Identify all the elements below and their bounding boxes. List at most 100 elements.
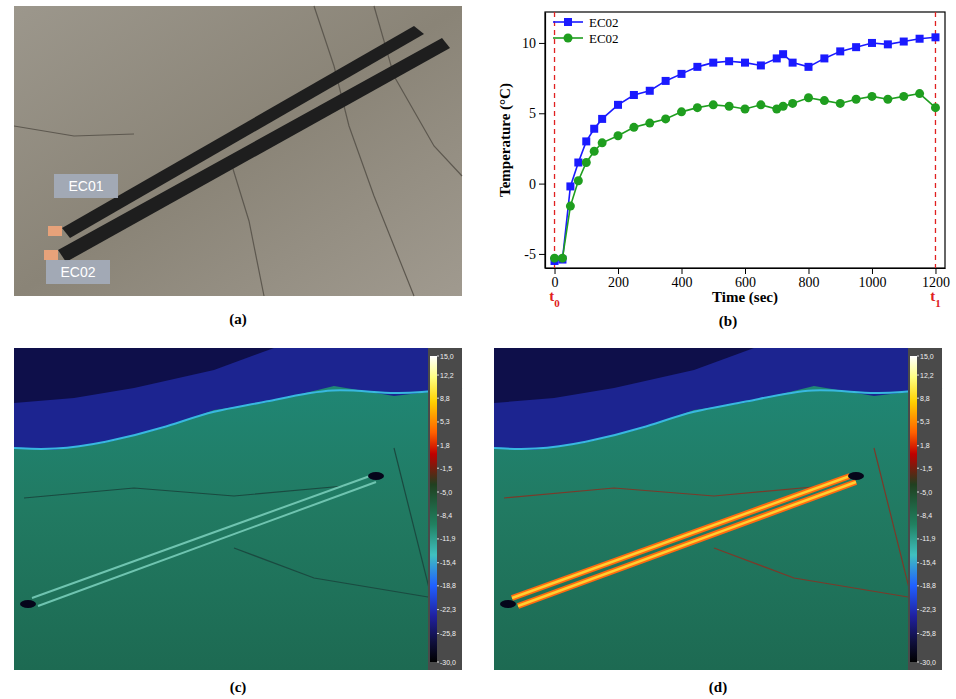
thermal-image: 15,012,28,85,31,8-1,5-5,0-8,4-11,9-15,4-… <box>494 348 942 670</box>
electrode <box>848 472 864 480</box>
time-label: t1 <box>930 288 941 309</box>
colorbar-label: -25,8 <box>440 630 456 637</box>
plot-area <box>550 12 940 268</box>
marker <box>867 92 876 101</box>
marker <box>836 47 844 55</box>
colorbar-label: 1,8 <box>920 442 930 449</box>
colorbar-label: 1,8 <box>440 442 450 449</box>
y-tick: 5 <box>529 106 545 121</box>
time-marker <box>554 12 555 268</box>
colorbar-label: 12,2 <box>920 372 934 379</box>
y-tick: 10 <box>522 36 545 51</box>
crack <box>24 486 344 498</box>
x-tick-label: 200 <box>608 275 629 290</box>
x-tick-label: 800 <box>798 275 819 290</box>
marker <box>629 123 638 132</box>
x-tick: 400 <box>672 268 693 290</box>
colorbar-tick <box>437 356 439 357</box>
marker <box>883 95 892 104</box>
marker <box>678 70 686 78</box>
y-tick-label: 0 <box>529 177 536 192</box>
y-tick-label: -5 <box>524 247 536 262</box>
colorbar-label: -8,4 <box>440 512 452 519</box>
y-tick-mark <box>539 184 545 185</box>
colorbar-tick <box>917 662 919 663</box>
label-box <box>54 174 118 198</box>
x-tick-label: 1000 <box>858 275 886 290</box>
colorbar-tick <box>917 562 919 563</box>
colorbar-panel <box>908 348 942 670</box>
photo: EC01EC02 <box>14 6 462 296</box>
marker <box>756 100 765 109</box>
panel-label: (c) <box>230 679 247 696</box>
cold-region-dark <box>494 348 754 403</box>
plot-frame <box>545 12 945 268</box>
crack <box>314 6 414 296</box>
y-tick-label: 10 <box>522 36 536 51</box>
thermal-ground <box>14 348 462 670</box>
marker <box>662 77 670 85</box>
crack <box>504 486 824 498</box>
cold-region-dark <box>14 348 274 403</box>
colorbar-tick <box>437 398 439 399</box>
colorbar-label: -15,4 <box>440 559 456 566</box>
y-tick: 0 <box>529 177 545 192</box>
colorbar-panel <box>428 348 462 670</box>
cold-region <box>494 348 942 450</box>
x-tick: 0 <box>552 268 559 290</box>
colorbar-label: 8,8 <box>920 395 930 402</box>
colorbar-label: -5,0 <box>920 489 932 496</box>
marker <box>582 158 591 167</box>
colorbar-tick <box>437 375 439 376</box>
x-tick-mark <box>745 268 746 274</box>
cold-edge <box>494 388 942 449</box>
marker <box>852 43 860 51</box>
electrode <box>368 472 384 480</box>
colorbar-label: -30,0 <box>440 659 456 666</box>
panel-label: (a) <box>229 311 247 328</box>
photo-label: EC01 <box>68 178 103 194</box>
colorbar-label: -18,8 <box>920 582 936 589</box>
label-box <box>46 260 110 284</box>
marker <box>709 100 718 109</box>
colorbar-label: -11,9 <box>440 535 456 542</box>
panel-label: (b) <box>719 313 737 330</box>
colorbar-label: -1,5 <box>440 465 452 472</box>
time-label-sub: 0 <box>554 297 560 309</box>
time-label-sub: 1 <box>935 297 941 309</box>
thermal-ground <box>494 348 942 670</box>
marker <box>868 39 876 47</box>
legend-label: EC02 <box>589 15 619 30</box>
colorbar-label: 12,2 <box>440 372 454 379</box>
y-axis-line <box>545 13 546 269</box>
colorbar-tick <box>917 445 919 446</box>
marker <box>630 91 638 99</box>
colorbar-label: -30,0 <box>920 659 936 666</box>
colorbar-tick <box>917 375 919 376</box>
marker <box>804 63 812 71</box>
colorbar-label: -22,3 <box>920 606 936 613</box>
marker <box>574 176 583 185</box>
colorbar-tick <box>917 633 919 634</box>
x-tick-mark <box>682 268 683 274</box>
strip-glow <box>518 482 856 606</box>
x-tick-mark <box>808 268 809 274</box>
x-tick: 200 <box>608 268 629 290</box>
colorbar-tick <box>437 515 439 516</box>
colorbar-label: 15,0 <box>440 353 454 360</box>
marker <box>566 202 575 211</box>
marker <box>598 115 606 123</box>
cold-region <box>14 348 462 450</box>
colorbar-label: 5,3 <box>440 418 450 425</box>
colorbar-label: -22,3 <box>440 606 456 613</box>
x-tick-mark <box>935 268 936 274</box>
strip <box>512 476 850 598</box>
strip <box>38 482 376 606</box>
marker <box>900 38 908 46</box>
marker <box>852 95 861 104</box>
y-tick: -5 <box>524 247 545 262</box>
colorbar-tick <box>917 398 919 399</box>
electrode <box>48 226 62 236</box>
colorbar-tick <box>917 492 919 493</box>
y-tick-label: 5 <box>529 106 536 121</box>
